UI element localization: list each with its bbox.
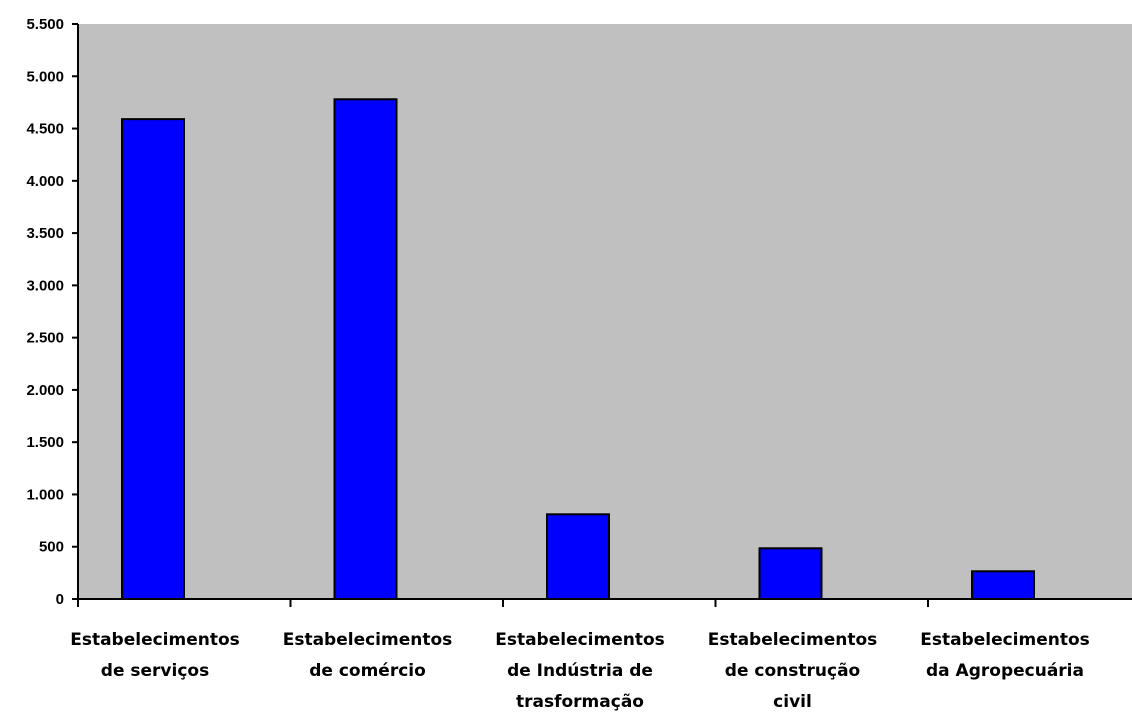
y-tick-label: 2.500 bbox=[26, 330, 64, 347]
bars bbox=[121, 98, 1035, 601]
bar-4 bbox=[758, 547, 823, 601]
bar-1 bbox=[121, 118, 185, 601]
y-tick-label: 2.000 bbox=[26, 382, 64, 399]
y-tick-label: 1.500 bbox=[26, 434, 64, 451]
x-axis-ticks: Estabelecimentos de serviços Estabelecimen… bbox=[70, 599, 1090, 712]
plot-area bbox=[78, 24, 1132, 599]
x-tick-label-4: Estabelecimentos de construção civil bbox=[708, 630, 878, 712]
y-tick-label: 5.500 bbox=[26, 16, 64, 33]
y-tick-label: 1.000 bbox=[26, 486, 64, 503]
y-axis-ticks: 0 500 1.000 1.500 2.000 2.500 3.000 3.500 4.000 4… bbox=[26, 16, 78, 608]
y-tick-label: 5.000 bbox=[26, 68, 64, 85]
bar-2 bbox=[333, 98, 398, 600]
x-tick-label-2: Estabelecimentos de comércio bbox=[283, 630, 453, 681]
y-tick-label: 4.000 bbox=[26, 173, 64, 190]
y-tick-label: 0 bbox=[56, 591, 64, 608]
y-tick-label: 500 bbox=[39, 539, 64, 556]
axes bbox=[77, 24, 1132, 600]
bar-3 bbox=[546, 513, 610, 600]
x-tick-label-5: Estabelecimentos da Agropecuária bbox=[920, 630, 1090, 681]
y-tick-label: 3.000 bbox=[26, 277, 64, 294]
y-tick-label: 4.500 bbox=[26, 121, 64, 138]
x-tick-label-1: Estabelecimentos de serviços bbox=[70, 630, 240, 681]
x-tick-label-3: Estabelecimentos de Indústria de trasforma… bbox=[495, 630, 665, 712]
bar-5 bbox=[971, 570, 1035, 601]
y-tick-label: 3.500 bbox=[26, 225, 64, 242]
